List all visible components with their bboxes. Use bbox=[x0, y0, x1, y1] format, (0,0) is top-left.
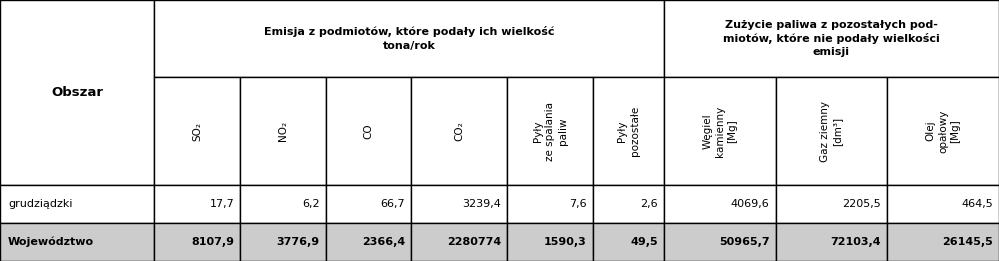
Bar bbox=[0, 223, 155, 261]
Bar bbox=[507, 185, 593, 223]
Bar bbox=[775, 223, 887, 261]
Text: 2366,4: 2366,4 bbox=[362, 237, 406, 247]
Text: 4069,6: 4069,6 bbox=[731, 199, 769, 209]
Text: CO: CO bbox=[364, 123, 374, 139]
Bar bbox=[240, 185, 326, 223]
Text: grudziądzki: grudziądzki bbox=[8, 199, 73, 209]
Text: 2205,5: 2205,5 bbox=[842, 199, 881, 209]
Bar bbox=[593, 223, 664, 261]
Text: Emisja z podmiotów, które podały ich wielkość
tona/rok: Emisja z podmiotów, które podały ich wie… bbox=[264, 26, 554, 51]
Text: 464,5: 464,5 bbox=[961, 199, 993, 209]
Bar bbox=[593, 185, 664, 223]
Text: 49,5: 49,5 bbox=[630, 237, 658, 247]
Text: 8107,9: 8107,9 bbox=[191, 237, 234, 247]
Text: 66,7: 66,7 bbox=[381, 199, 406, 209]
Text: 7,6: 7,6 bbox=[569, 199, 587, 209]
Text: Zużycie paliwa z pozostałych pod-
miotów, które nie podały wielkości
emisji: Zużycie paliwa z pozostałych pod- miotów… bbox=[723, 20, 940, 57]
Text: 72103,4: 72103,4 bbox=[831, 237, 881, 247]
Text: 3776,9: 3776,9 bbox=[277, 237, 320, 247]
Text: SO₂: SO₂ bbox=[192, 122, 202, 141]
Text: Pyły
ze spalania
paliw: Pyły ze spalania paliw bbox=[532, 102, 567, 161]
Text: 1590,3: 1590,3 bbox=[544, 237, 587, 247]
Text: 50965,7: 50965,7 bbox=[719, 237, 769, 247]
Bar bbox=[664, 223, 775, 261]
Bar bbox=[412, 77, 507, 185]
Bar bbox=[775, 185, 887, 223]
Text: 17,7: 17,7 bbox=[210, 199, 234, 209]
Text: CO₂: CO₂ bbox=[455, 121, 465, 141]
Bar bbox=[326, 223, 412, 261]
Bar bbox=[664, 0, 999, 77]
Text: 2,6: 2,6 bbox=[640, 199, 658, 209]
Text: NO₂: NO₂ bbox=[278, 121, 288, 141]
Bar bbox=[507, 223, 593, 261]
Bar bbox=[155, 0, 664, 77]
Text: 2280774: 2280774 bbox=[448, 237, 501, 247]
Text: 26145,5: 26145,5 bbox=[942, 237, 993, 247]
Bar bbox=[240, 77, 326, 185]
Bar bbox=[0, 0, 155, 185]
Text: Olej
opałowy
[Mg]: Olej opałowy [Mg] bbox=[926, 109, 961, 153]
Bar bbox=[664, 77, 775, 185]
Bar bbox=[412, 185, 507, 223]
Bar bbox=[775, 77, 887, 185]
Bar bbox=[240, 223, 326, 261]
Bar bbox=[155, 223, 240, 261]
Bar bbox=[887, 77, 999, 185]
Text: 3239,4: 3239,4 bbox=[463, 199, 501, 209]
Bar bbox=[412, 223, 507, 261]
Bar bbox=[887, 223, 999, 261]
Bar bbox=[155, 185, 240, 223]
Text: Województwo: Województwo bbox=[8, 237, 94, 247]
Bar bbox=[507, 77, 593, 185]
Bar bbox=[664, 185, 775, 223]
Bar bbox=[326, 185, 412, 223]
Text: 6,2: 6,2 bbox=[302, 199, 320, 209]
Text: Obszar: Obszar bbox=[51, 86, 103, 99]
Text: Pyły
pozostałe: Pyły pozostałe bbox=[617, 106, 639, 156]
Text: Węgiel
kamienny
[Mg]: Węgiel kamienny [Mg] bbox=[702, 105, 737, 157]
Bar bbox=[326, 77, 412, 185]
Bar bbox=[887, 185, 999, 223]
Text: Gaz ziemny
[dm³]: Gaz ziemny [dm³] bbox=[820, 101, 842, 162]
Bar bbox=[593, 77, 664, 185]
Bar bbox=[155, 77, 240, 185]
Bar bbox=[0, 185, 155, 223]
